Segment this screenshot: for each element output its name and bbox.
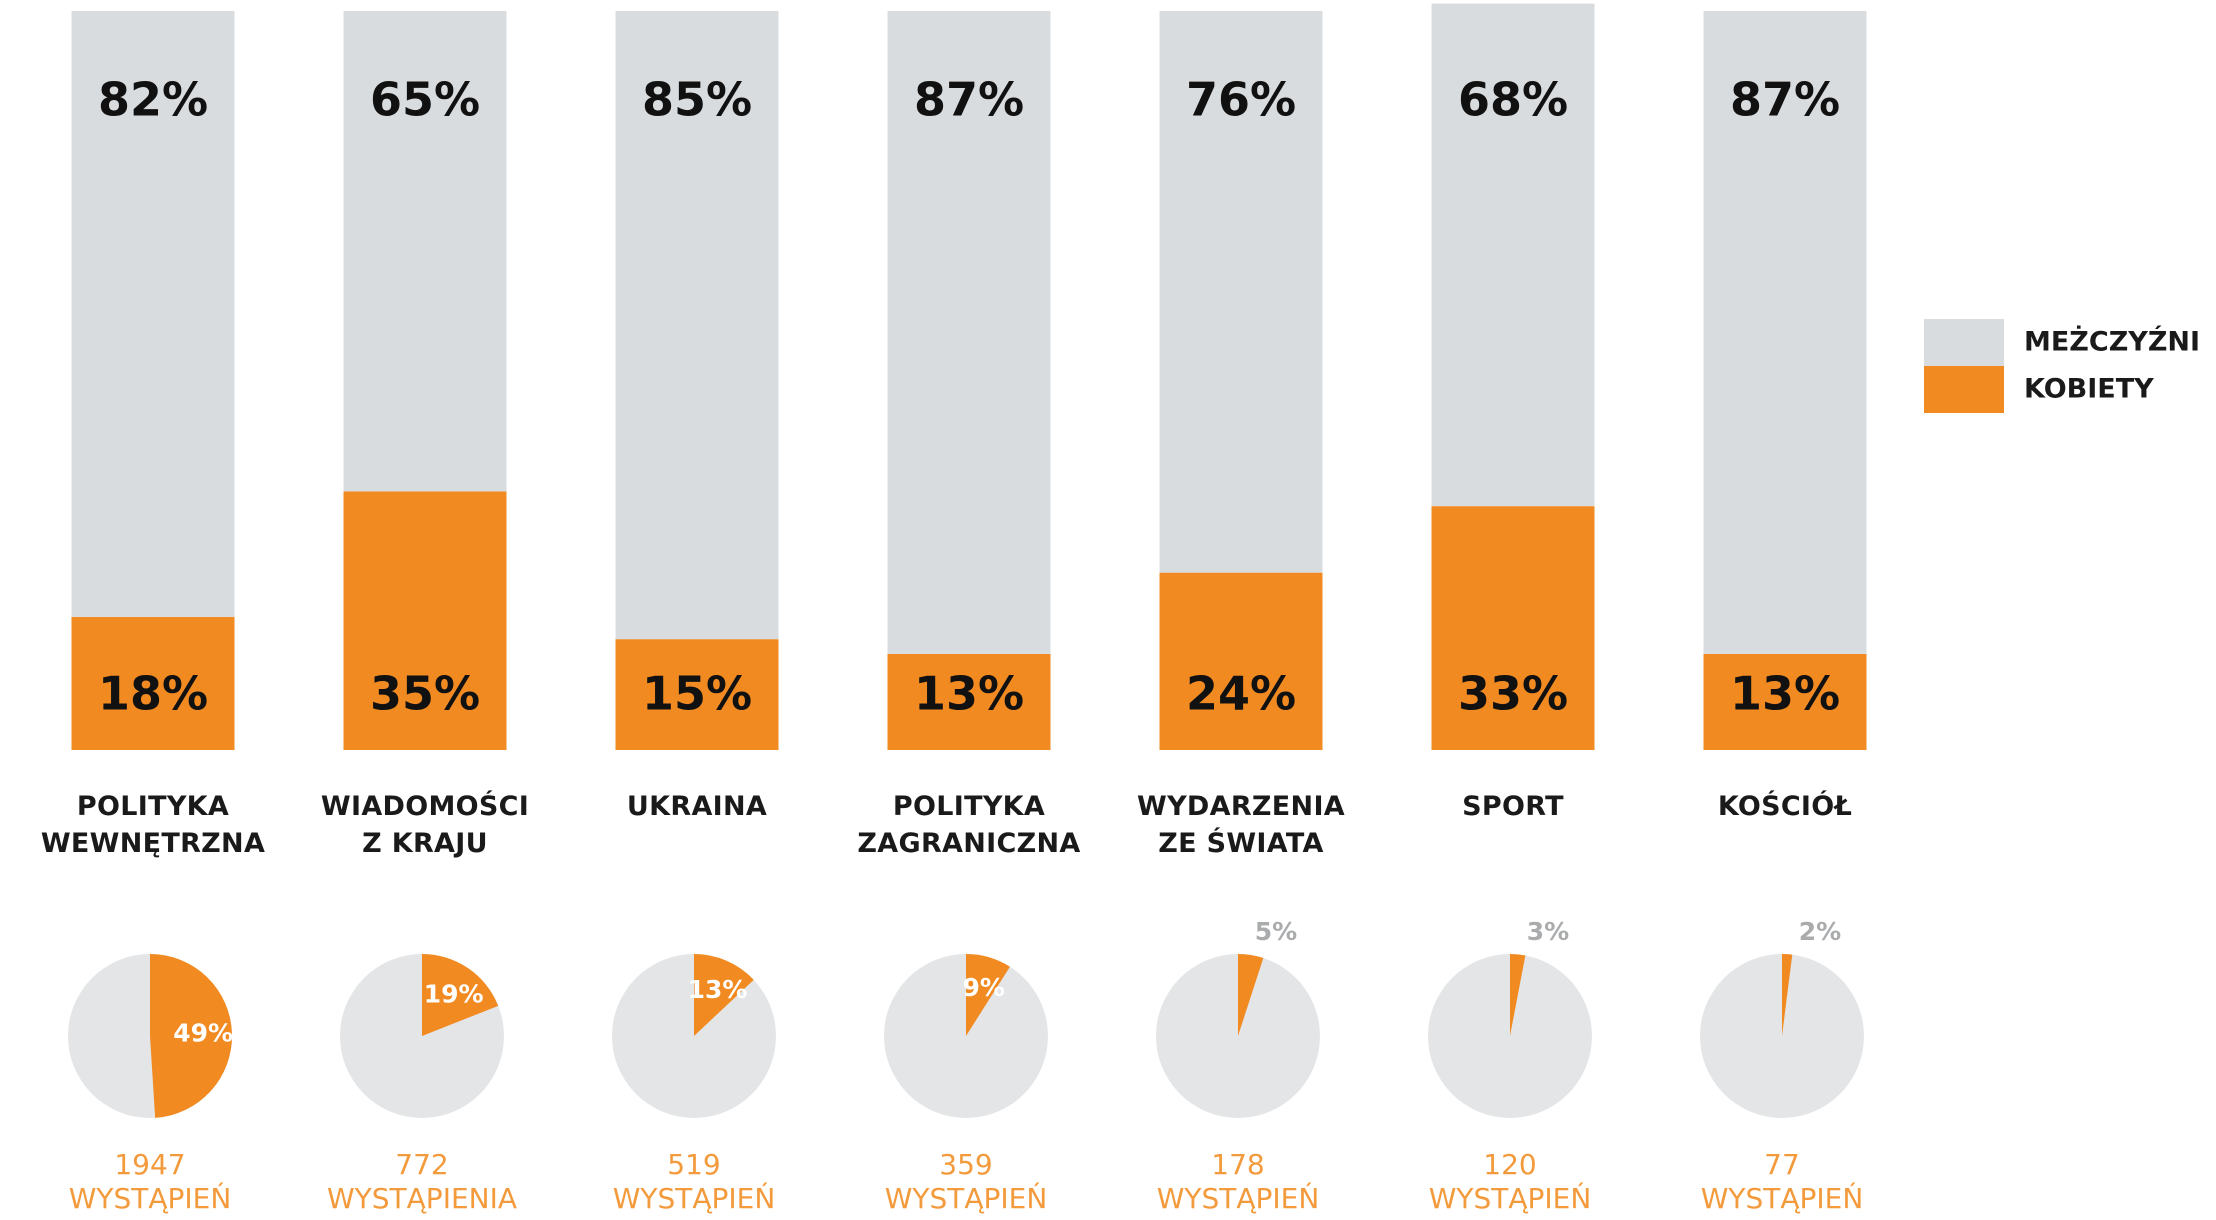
category-label: WIADOMOŚCI Z KRAJU xyxy=(320,791,530,859)
category-label: POLITYKA ZAGRANICZNA xyxy=(857,791,1081,859)
count-unit: WYSTĄPIEŃ xyxy=(1701,1181,1864,1215)
pie-label: 19% xyxy=(424,979,484,1008)
bar-segment xyxy=(887,11,1051,654)
pie-slice xyxy=(422,954,499,1036)
legend-label: MEŻCZYŹNI xyxy=(2024,326,2200,358)
pie-slice xyxy=(694,954,754,1036)
legend-label: KOBIETY xyxy=(2024,374,2154,405)
count-unit: WYSTĄPIEŃ xyxy=(1429,1181,1592,1215)
bar-segment xyxy=(343,11,507,492)
count-unit: WYSTĄPIEŃ xyxy=(613,1181,776,1215)
pie-slice xyxy=(1782,954,1793,1036)
pie-slice xyxy=(150,954,232,1118)
category-label: KOŚCIÓŁ xyxy=(1717,791,1853,822)
bar-segment xyxy=(343,491,507,750)
bar-segment xyxy=(1431,506,1595,750)
value-label: 24% xyxy=(1186,667,1296,721)
pie-label: 3% xyxy=(1527,917,1569,946)
category-label: POLITYKA WEWNĘTRZNA xyxy=(40,791,266,859)
pie-slice xyxy=(966,954,1010,1036)
count-label: 178 xyxy=(1211,1148,1264,1181)
category-label: UKRAINA xyxy=(626,791,768,822)
count-label: 120 xyxy=(1483,1148,1536,1181)
bar-segment xyxy=(615,639,779,750)
category-label: SPORT xyxy=(1462,791,1564,822)
legend-swatch xyxy=(1924,366,2004,413)
value-label: 35% xyxy=(370,667,480,721)
value-label: 87% xyxy=(1730,73,1840,127)
value-label: 13% xyxy=(1730,667,1840,721)
count-label: 519 xyxy=(667,1148,720,1181)
count-unit: WYSTĄPIEŃ xyxy=(69,1181,232,1215)
bar-segment xyxy=(1159,572,1323,750)
bar-segment xyxy=(1703,653,1867,750)
pie-label: 9% xyxy=(962,973,1004,1002)
pie-slice xyxy=(1238,954,1264,1036)
value-label: 76% xyxy=(1186,73,1296,127)
legend-swatch xyxy=(1924,319,2004,366)
value-label: 33% xyxy=(1458,667,1568,721)
bar-segment xyxy=(71,616,235,750)
value-label: 87% xyxy=(914,73,1024,127)
count-unit: WYSTĄPIEŃ xyxy=(885,1181,1048,1215)
count-label: 772 xyxy=(395,1148,448,1181)
count-unit: WYSTĄPIEŃ xyxy=(1157,1181,1320,1215)
bar-segment xyxy=(1431,3,1595,507)
pie-label: 2% xyxy=(1799,917,1841,946)
pie-label: 49% xyxy=(173,1018,233,1047)
value-label: 18% xyxy=(98,667,208,721)
pie-label: 13% xyxy=(688,975,748,1004)
category-label: WYDARZENIA ZE ŚWIATA xyxy=(1137,791,1345,859)
value-label: 65% xyxy=(370,73,480,127)
value-label: 68% xyxy=(1458,73,1568,127)
bar-segment xyxy=(615,11,779,640)
bar-segment xyxy=(887,653,1051,750)
count-label: 359 xyxy=(939,1148,992,1181)
bar-segment xyxy=(71,11,235,617)
value-label: 85% xyxy=(642,73,752,127)
value-label: 15% xyxy=(642,667,752,721)
bar-segment xyxy=(1703,11,1867,654)
count-unit: WYSTĄPIENIA xyxy=(327,1182,517,1215)
value-label: 82% xyxy=(98,73,208,127)
count-label: 77 xyxy=(1764,1148,1800,1181)
bar-segment xyxy=(1159,11,1323,573)
pie-slice xyxy=(1510,954,1526,1036)
value-label: 13% xyxy=(914,667,1024,721)
count-label: 1947 xyxy=(114,1148,185,1181)
pie-label: 5% xyxy=(1255,917,1297,946)
